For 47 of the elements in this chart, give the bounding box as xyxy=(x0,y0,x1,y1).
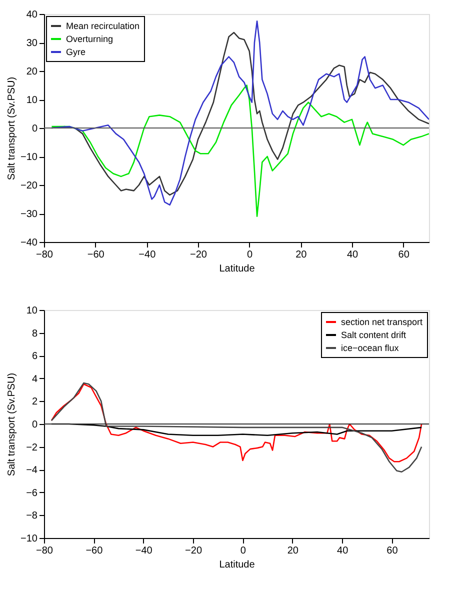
y-axis-title: Salt transport (Sv.PSU) xyxy=(6,372,18,476)
x-tick-label: −80 xyxy=(36,250,54,260)
legend-label: section net transport xyxy=(341,317,424,327)
y-tick-label: −30 xyxy=(20,209,38,220)
y-tick-label: 6 xyxy=(32,351,38,362)
x-tick-label: 0 xyxy=(247,250,254,260)
y-tick-label: 2 xyxy=(32,396,38,408)
x-tick-label: 60 xyxy=(398,250,410,260)
x-tick-label: −60 xyxy=(87,250,105,260)
y-tick-label: 20 xyxy=(26,66,38,78)
x-tick-label: 60 xyxy=(386,546,398,556)
y-tick-label: −8 xyxy=(26,510,38,522)
x-tick-label: −60 xyxy=(86,546,104,556)
y-tick-label: 0 xyxy=(32,124,38,134)
x-tick-label: 40 xyxy=(346,250,358,260)
x-tick-label: 20 xyxy=(287,546,299,556)
legend-label: Mean recirculation xyxy=(66,21,140,31)
legend-label: Overturning xyxy=(66,34,114,44)
y-tick-label: 30 xyxy=(26,38,38,49)
y-axis-title: Salt transport (Sv.PSU) xyxy=(6,76,18,180)
x-tick-label: −20 xyxy=(185,546,202,556)
y-tick-label: −10 xyxy=(20,534,38,544)
y-tick-label: −4 xyxy=(26,465,38,476)
x-tick-label: 40 xyxy=(337,546,349,556)
x-axis-title: Latitude xyxy=(219,560,256,570)
y-tick-label: 40 xyxy=(26,10,38,20)
x-tick-label: 20 xyxy=(296,250,308,260)
x-tick-label: −80 xyxy=(36,546,54,556)
x-tick-label: −40 xyxy=(135,546,153,556)
y-tick-label: 4 xyxy=(32,374,38,385)
x-tick-label: −40 xyxy=(138,250,156,260)
y-tick-label: 10 xyxy=(26,95,38,106)
legend-label: Gyre xyxy=(66,47,86,57)
y-tick-label: −2 xyxy=(26,442,38,454)
y-tick-label: 10 xyxy=(26,306,38,316)
line-series xyxy=(51,84,429,217)
x-axis-title: Latitude xyxy=(219,264,256,274)
legend-label: Salt content drift xyxy=(341,330,407,340)
y-tick-label: −10 xyxy=(20,152,38,163)
x-tick-label: −20 xyxy=(190,250,208,260)
y-tick-label: −40 xyxy=(20,238,38,248)
y-tick-label: −20 xyxy=(20,180,38,192)
y-tick-label: 0 xyxy=(32,420,38,430)
legend-label: ice−ocean flux xyxy=(341,343,400,353)
x-tick-label: 0 xyxy=(240,546,246,556)
y-tick-label: 8 xyxy=(32,328,38,340)
y-tick-label: −6 xyxy=(26,488,38,499)
